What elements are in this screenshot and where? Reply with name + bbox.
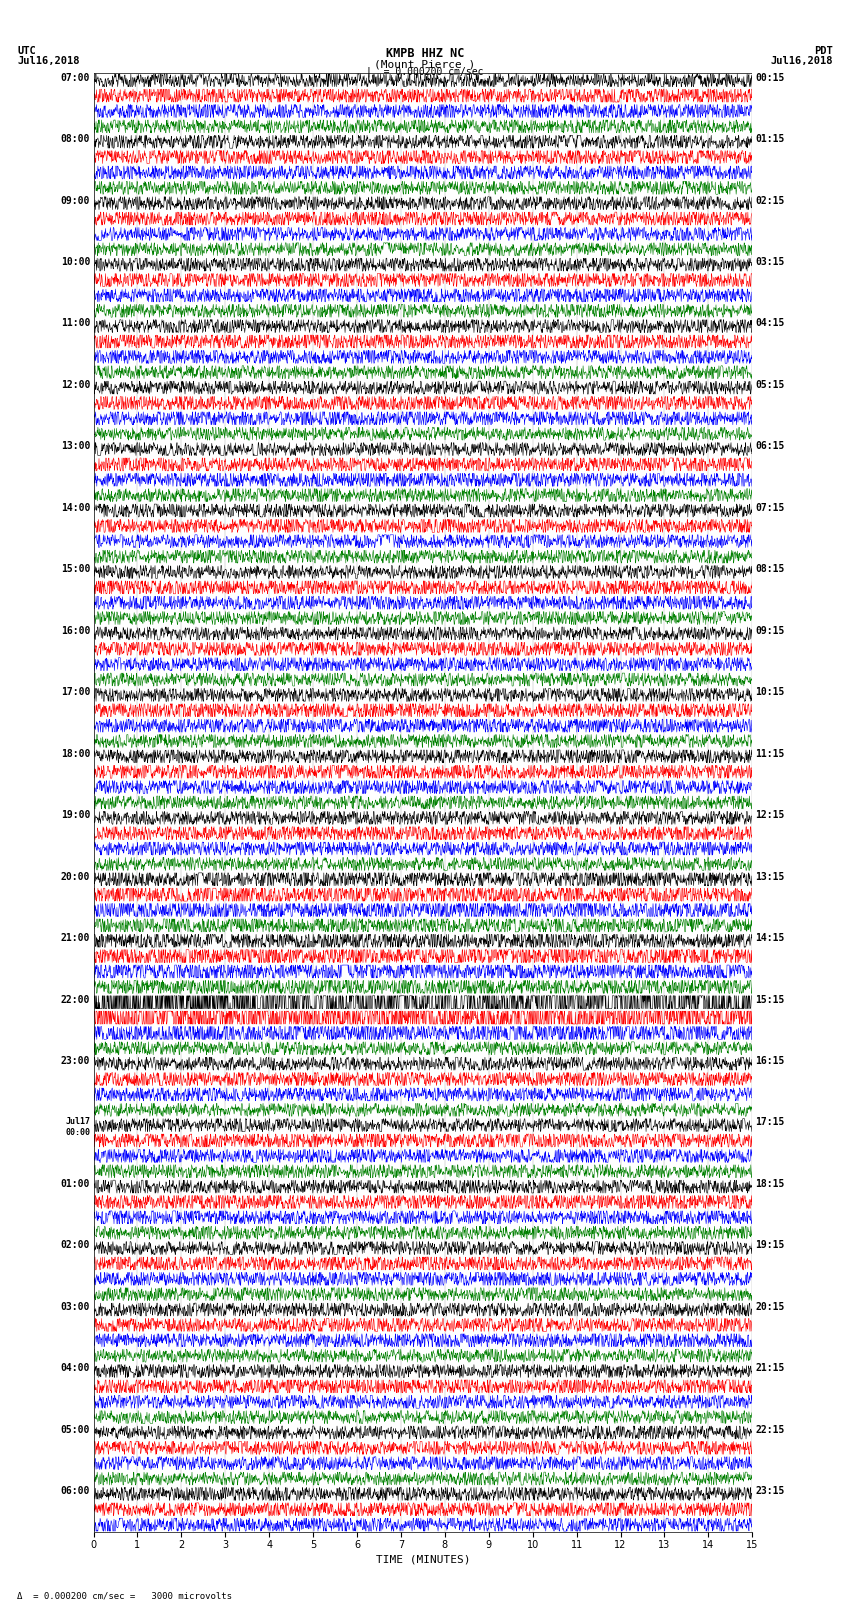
Text: 17:00: 17:00 (61, 687, 90, 697)
Text: 22:00: 22:00 (61, 995, 90, 1005)
Text: 12:15: 12:15 (756, 810, 785, 819)
Text: 11:00: 11:00 (61, 318, 90, 329)
Text: 19:15: 19:15 (756, 1240, 785, 1250)
Text: 12:00: 12:00 (61, 381, 90, 390)
Text: 04:15: 04:15 (756, 318, 785, 329)
Text: 04:00: 04:00 (61, 1363, 90, 1373)
X-axis label: TIME (MINUTES): TIME (MINUTES) (376, 1555, 470, 1565)
Text: 19:00: 19:00 (61, 810, 90, 819)
Text: 06:15: 06:15 (756, 442, 785, 452)
Text: 07:15: 07:15 (756, 503, 785, 513)
Text: 18:15: 18:15 (756, 1179, 785, 1189)
Text: 10:00: 10:00 (61, 256, 90, 268)
Text: 08:00: 08:00 (61, 134, 90, 144)
Text: 01:00: 01:00 (61, 1179, 90, 1189)
Text: 16:15: 16:15 (756, 1057, 785, 1066)
Text: (Mount Pierce ): (Mount Pierce ) (374, 60, 476, 69)
Text: Jul16,2018: Jul16,2018 (17, 56, 80, 66)
Text: 14:00: 14:00 (61, 503, 90, 513)
Text: 18:00: 18:00 (61, 748, 90, 758)
Text: 10:15: 10:15 (756, 687, 785, 697)
Text: 01:15: 01:15 (756, 134, 785, 144)
Text: 13:00: 13:00 (61, 442, 90, 452)
Text: 02:15: 02:15 (756, 195, 785, 205)
Text: 20:15: 20:15 (756, 1302, 785, 1311)
Text: 16:00: 16:00 (61, 626, 90, 636)
Text: 02:00: 02:00 (61, 1240, 90, 1250)
Text: 03:00: 03:00 (61, 1302, 90, 1311)
Text: 06:00: 06:00 (61, 1486, 90, 1497)
Text: 23:00: 23:00 (61, 1057, 90, 1066)
Text: 05:00: 05:00 (61, 1424, 90, 1436)
Text: |  = 0.000200 cm/sec: | = 0.000200 cm/sec (366, 66, 484, 77)
Text: KMPB HHZ NC: KMPB HHZ NC (386, 47, 464, 60)
Text: 07:00: 07:00 (61, 73, 90, 82)
Text: 23:15: 23:15 (756, 1486, 785, 1497)
Text: 14:15: 14:15 (756, 932, 785, 944)
Text: 03:15: 03:15 (756, 256, 785, 268)
Text: Jul17
00:00: Jul17 00:00 (65, 1118, 90, 1137)
Text: 21:00: 21:00 (61, 932, 90, 944)
Text: 22:15: 22:15 (756, 1424, 785, 1436)
Text: 11:15: 11:15 (756, 748, 785, 758)
Text: 20:00: 20:00 (61, 871, 90, 882)
Text: 08:15: 08:15 (756, 565, 785, 574)
Text: 05:15: 05:15 (756, 381, 785, 390)
Text: 21:15: 21:15 (756, 1363, 785, 1373)
Text: 00:15: 00:15 (756, 73, 785, 82)
Text: 13:15: 13:15 (756, 871, 785, 882)
Text: Δ  = 0.000200 cm/sec =   3000 microvolts: Δ = 0.000200 cm/sec = 3000 microvolts (17, 1590, 232, 1600)
Text: 09:00: 09:00 (61, 195, 90, 205)
Text: 15:15: 15:15 (756, 995, 785, 1005)
Text: 17:15: 17:15 (756, 1118, 785, 1127)
Text: 09:15: 09:15 (756, 626, 785, 636)
Text: UTC: UTC (17, 47, 36, 56)
Text: Jul16,2018: Jul16,2018 (770, 56, 833, 66)
Text: PDT: PDT (814, 47, 833, 56)
Text: 15:00: 15:00 (61, 565, 90, 574)
